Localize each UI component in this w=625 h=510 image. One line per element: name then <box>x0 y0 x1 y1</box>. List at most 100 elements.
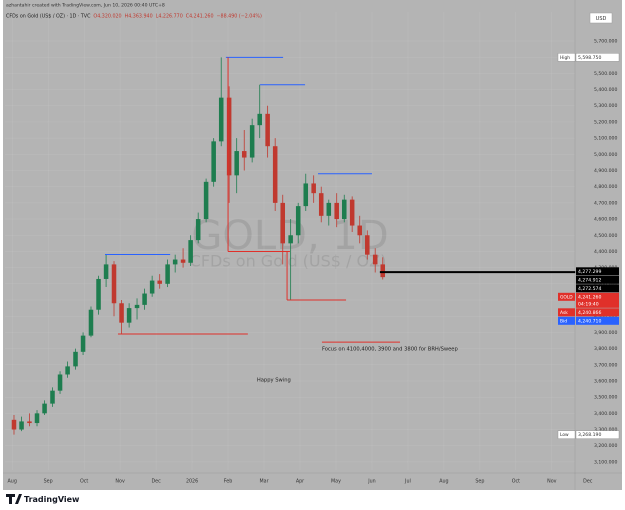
price-tag: Ask <box>560 310 568 316</box>
x-tick-label: Sep <box>475 479 484 485</box>
y-tick-label: 3,800.000 <box>594 346 617 352</box>
price-tag: GOLD <box>560 294 573 300</box>
y-tick-label: 5,400.000 <box>594 87 617 93</box>
candle-body <box>157 280 162 284</box>
candle-body <box>119 303 124 323</box>
candle-body <box>257 113 262 126</box>
price-badge-label: 4,274.912 <box>578 277 601 283</box>
brand-logo <box>6 494 22 504</box>
x-tick-label: Nov <box>547 479 557 485</box>
candle-body <box>103 264 109 279</box>
candle-body <box>165 264 170 284</box>
candle-body <box>57 374 63 391</box>
annotation: Happy Swing <box>257 377 291 383</box>
price-badge <box>576 275 619 284</box>
price-badge-label: 5,598.750 <box>578 55 601 61</box>
candle-body <box>142 293 147 305</box>
candle-body <box>311 183 316 194</box>
price-badge <box>576 284 619 293</box>
candle-body <box>303 183 309 207</box>
x-tick-label: May <box>331 479 341 485</box>
price-badge-label: 4,240.710 <box>578 318 601 324</box>
candle-body <box>96 278 101 310</box>
x-tick-label: Aug <box>8 479 17 485</box>
candle-body <box>234 151 239 176</box>
credit: azhantahir created with TradingView.com,… <box>6 3 165 9</box>
x-tick-label: 2026 <box>186 479 198 485</box>
y-tick-label: 5,000.000 <box>594 152 617 158</box>
candle-body <box>318 193 324 216</box>
price-badge <box>576 308 619 317</box>
price-badge <box>576 316 619 325</box>
watermark-subtitle: CFDs on Gold (US$ / OZ) <box>190 252 387 271</box>
y-tick-label: 4,700.000 <box>594 200 617 206</box>
candle-body <box>211 141 216 182</box>
price-badge <box>575 430 620 439</box>
price-badge-countdown: 04:19:40 <box>578 301 599 307</box>
price-tag: High <box>560 55 570 61</box>
brand: TradingView <box>24 495 80 504</box>
y-tick-label: 4,900.000 <box>594 168 617 174</box>
x-tick-label: Jun <box>367 479 376 485</box>
candle-body <box>88 309 94 336</box>
candle-body <box>180 259 186 263</box>
x-tick-label: Jul <box>404 479 411 485</box>
x-tick-label: Sep <box>44 479 53 485</box>
price-badge <box>576 267 619 276</box>
candle-body <box>326 202 332 216</box>
y-tick-label: 5,100.000 <box>594 136 617 142</box>
y-tick-label: 5,300.000 <box>594 103 617 109</box>
candle-body <box>288 235 293 244</box>
y-tick-label: 4,400.000 <box>594 249 617 255</box>
x-tick-label: Dec <box>583 479 593 485</box>
ohlc-value: O4,320.020 <box>93 14 121 20</box>
candle-body <box>188 240 193 263</box>
candle-body <box>34 413 40 424</box>
candle-body <box>111 264 117 304</box>
y-tick-label: 3,100.000 <box>594 459 617 465</box>
candle-body <box>372 254 378 265</box>
y-tick-label: 3,900.000 <box>594 330 617 336</box>
y-tick-label: 3,400.000 <box>594 411 617 417</box>
y-tick-label: 5,200.000 <box>594 119 617 125</box>
candle-body <box>265 113 270 147</box>
ohlc-value: C4,241.260 <box>186 14 214 20</box>
candle-body <box>134 304 140 309</box>
ohlc-value: L4,226.770 <box>156 14 183 20</box>
candle-body <box>80 335 86 352</box>
y-tick-label: 3,500.000 <box>594 395 617 401</box>
candle-body <box>27 421 32 424</box>
annotation: Focus on 4100,4000, 3900 and 3800 for BR… <box>322 347 459 353</box>
y-tick-label: 4,600.000 <box>594 217 617 223</box>
y-tick-label: 3,700.000 <box>594 362 617 368</box>
candle-body <box>50 390 55 404</box>
x-tick-label: Mar <box>259 479 268 485</box>
chart-background <box>3 0 622 490</box>
price-badge-label: 4,240.866 <box>578 310 601 316</box>
candle-body <box>65 366 70 375</box>
candle-body <box>280 202 286 244</box>
candle-body <box>249 125 255 158</box>
chart-title: CFDs on Gold (US$ / OZ) · 1D · TVC <box>6 14 91 20</box>
price-badge-label: 4,277.299 <box>578 269 601 275</box>
candle-body <box>272 146 278 203</box>
y-tick-label: 5,700.000 <box>594 38 617 44</box>
y-tick-label: 3,300.000 <box>594 427 617 433</box>
candle-body <box>334 202 339 220</box>
currency: USD <box>596 16 607 22</box>
candle-body <box>365 235 370 255</box>
y-tick-label: 4,000.000 <box>594 314 617 320</box>
price-badge <box>575 53 620 62</box>
y-tick-label: 5,500.000 <box>594 71 617 77</box>
candle-body <box>73 351 78 367</box>
price-tag-box <box>558 316 575 325</box>
y-tick-label: 3,200.000 <box>594 443 617 449</box>
candle-body <box>218 97 224 142</box>
candle-body <box>126 308 132 323</box>
y-tick-label: 4,500.000 <box>594 233 617 239</box>
candle-body <box>226 97 232 176</box>
candle-body <box>203 181 209 220</box>
y-tick-label: 4,800.000 <box>594 184 617 190</box>
candle-body <box>11 419 17 430</box>
